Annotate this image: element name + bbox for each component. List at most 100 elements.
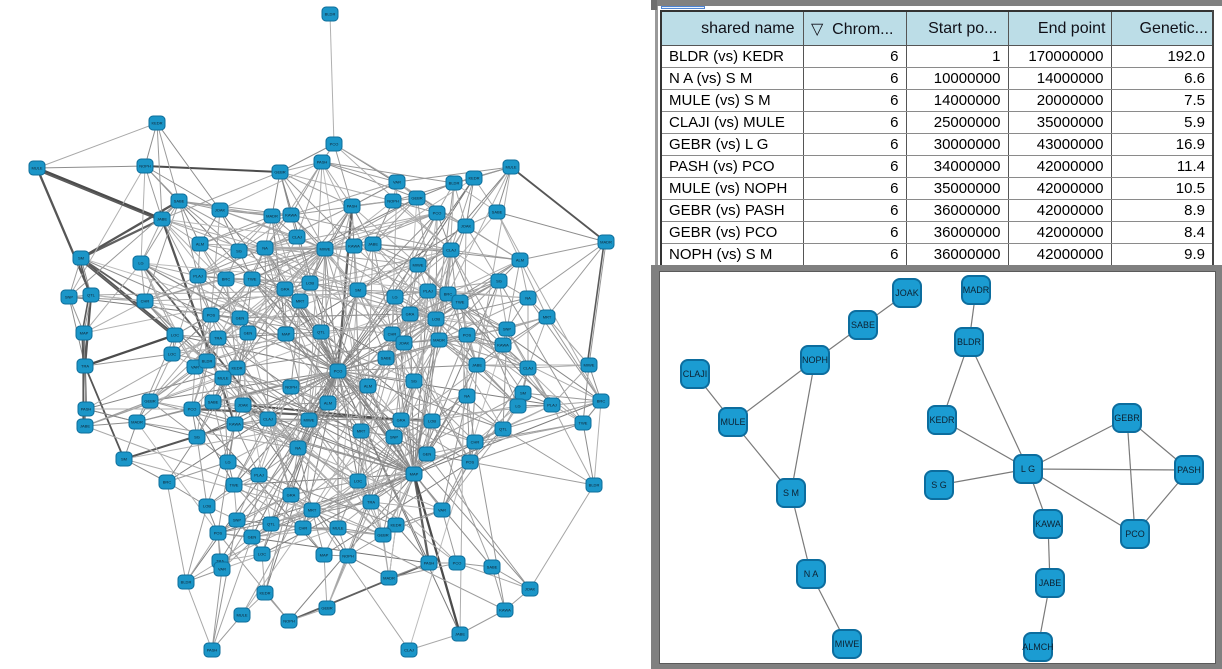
svg-text:CHR: CHR [141,299,150,304]
svg-text:MIWE: MIWE [320,247,331,252]
svg-text:MAP: MAP [320,553,329,558]
svg-text:KAWA: KAWA [229,422,241,427]
svg-text:LOC: LOC [168,352,176,357]
svg-text:JOAK: JOAK [215,208,226,213]
svg-text:BLDR: BLDR [957,337,982,347]
svg-text:TWE: TWE [579,421,588,426]
svg-text:TRA: TRA [81,364,89,369]
svg-text:QTL: QTL [87,293,96,298]
svg-text:CLAJ: CLAJ [404,648,414,653]
svg-text:N A: N A [804,569,819,579]
svg-text:BRC: BRC [222,277,231,282]
svg-text:GEBR: GEBR [144,399,155,404]
svg-text:VAR: VAR [191,365,199,370]
svg-text:SG: SG [236,249,242,254]
svg-text:SG: SG [496,279,502,284]
svg-text:SG: SG [194,435,200,440]
svg-text:POS: POS [214,531,223,536]
svg-text:JABE: JABE [157,217,167,222]
svg-text:LG: LG [392,295,397,300]
svg-text:NA: NA [295,446,301,451]
svg-text:BRC: BRC [597,399,606,404]
svg-text:MULE: MULE [505,165,516,170]
svg-text:CHR: CHR [471,440,480,445]
svg-text:SM: SM [520,391,526,396]
svg-text:SABE: SABE [208,400,219,405]
svg-text:SABE: SABE [174,199,185,204]
svg-text:TWE: TWE [248,277,257,282]
svg-text:BLDR: BLDR [325,12,336,17]
svg-text:BLDR: BLDR [449,181,460,186]
svg-text:JABE: JABE [80,424,90,429]
svg-text:ALM: ALM [364,384,372,389]
svg-text:NA: NA [464,394,470,399]
svg-text:BRC: BRC [444,292,453,297]
svg-text:JABE: JABE [368,242,378,247]
svg-text:MULE: MULE [217,376,228,381]
svg-text:NOPH: NOPH [285,385,297,390]
svg-text:GEBR: GEBR [321,606,332,611]
svg-text:MADR: MADR [266,214,278,219]
svg-text:BRC: BRC [163,480,172,485]
svg-text:CHR: CHR [388,332,397,337]
svg-text:SABE: SABE [851,320,875,330]
svg-text:KEDR: KEDR [468,176,479,181]
svg-text:PLAJ: PLAJ [254,473,264,478]
svg-text:KAWA: KAWA [1035,519,1061,529]
svg-text:LOC: LOC [171,333,179,338]
svg-text:SABE: SABE [487,565,498,570]
svg-text:ALM: ALM [196,242,204,247]
svg-text:KEDR: KEDR [390,523,401,528]
svg-text:LOB: LOB [428,419,436,424]
svg-text:MIWE: MIWE [304,418,315,423]
svg-text:NOPH: NOPH [283,619,295,624]
svg-text:SM: SM [78,256,84,261]
svg-text:S M: S M [783,488,799,498]
svg-text:NA: NA [262,246,268,251]
svg-text:KAWA: KAWA [499,608,511,613]
svg-text:LOB: LOB [432,317,440,322]
svg-text:KEDR: KEDR [259,591,270,596]
svg-text:TWE: TWE [456,300,465,305]
svg-text:KEDR: KEDR [231,366,242,371]
svg-text:PLAJ: PLAJ [193,274,203,279]
svg-text:BLDR: BLDR [202,359,213,364]
svg-text:KEDR: KEDR [151,121,162,126]
svg-text:GEN: GEN [423,452,432,457]
svg-text:CLAJI: CLAJI [683,369,708,379]
svg-text:TRA: TRA [216,559,224,564]
svg-text:PCO: PCO [334,369,343,374]
svg-text:JOAK: JOAK [895,288,919,298]
svg-text:LOB: LOB [203,504,211,509]
svg-text:PASH: PASH [207,648,218,653]
svg-text:JOAK: JOAK [399,341,410,346]
svg-text:PASH: PASH [424,561,435,566]
svg-text:LG: LG [225,460,230,465]
svg-text:PCO: PCO [330,142,339,147]
svg-text:CLAJ: CLAJ [263,417,273,422]
svg-text:KAWA: KAWA [497,343,509,348]
svg-text:SNP: SNP [390,435,399,440]
svg-text:GEBR: GEBR [1114,413,1140,423]
svg-text:S G: S G [931,480,947,490]
svg-text:VAR: VAR [393,180,401,185]
svg-text:QTL: QTL [267,522,276,527]
svg-text:MULE: MULE [720,417,745,427]
svg-text:QTL: QTL [317,330,326,335]
svg-text:CHR: CHR [299,526,308,531]
svg-text:MADR: MADR [383,576,395,581]
svg-text:SG: SG [411,379,417,384]
svg-text:MIWE: MIWE [584,363,595,368]
svg-text:PCO: PCO [433,211,442,216]
svg-text:GEBR: GEBR [274,170,285,175]
svg-text:SABE: SABE [381,356,392,361]
svg-text:MAP: MAP [282,332,291,337]
svg-text:PCO: PCO [1125,529,1145,539]
svg-text:CLAJ: CLAJ [523,366,533,371]
svg-text:LG: LG [138,261,143,266]
svg-text:TRA: TRA [214,336,222,341]
svg-text:MADR: MADR [131,420,143,425]
svg-text:NA: NA [525,296,531,301]
svg-text:GRA: GRA [397,418,406,423]
svg-text:PASH: PASH [81,407,92,412]
